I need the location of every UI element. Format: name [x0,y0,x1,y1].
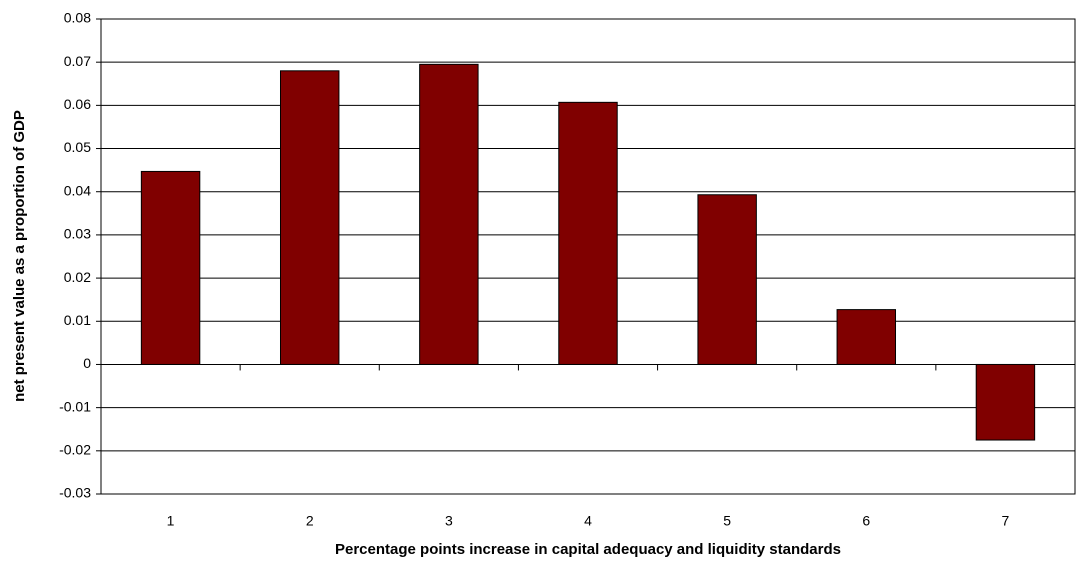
x-tick-label: 1 [167,513,175,529]
x-tick-label: 2 [306,513,314,529]
x-tick-label: 5 [723,513,731,529]
y-tick-label: 0.04 [64,182,91,198]
y-tick-label: -0.03 [59,485,91,501]
x-axis-title: Percentage points increase in capital ad… [335,541,841,558]
x-tick-label: 7 [1002,513,1010,529]
y-tick-label: 0.03 [64,226,91,242]
y-tick-label: 0.07 [64,53,91,69]
bar [140,170,201,365]
y-tick-label: 0.05 [64,139,91,155]
bar [836,309,897,365]
x-tick-label: 3 [445,513,453,529]
bar [558,101,618,365]
y-axis-title: net present value as a proportion of GDP [11,110,28,402]
y-tick-label: 0.08 [64,10,91,26]
y-tick-label: 0.06 [64,96,91,112]
y-tick-label: -0.02 [59,442,91,458]
y-tick-label: 0.01 [64,312,91,328]
bar [975,363,1036,441]
y-tick-label: 0 [83,355,91,371]
x-tick-label: 4 [584,513,592,529]
x-tick-label: 6 [862,513,870,529]
bar [697,194,757,365]
bar [419,63,479,365]
plot-border [100,18,1076,495]
y-tick-label: 0.02 [64,269,91,285]
bar [279,70,340,365]
y-tick-label: -0.01 [59,398,91,414]
